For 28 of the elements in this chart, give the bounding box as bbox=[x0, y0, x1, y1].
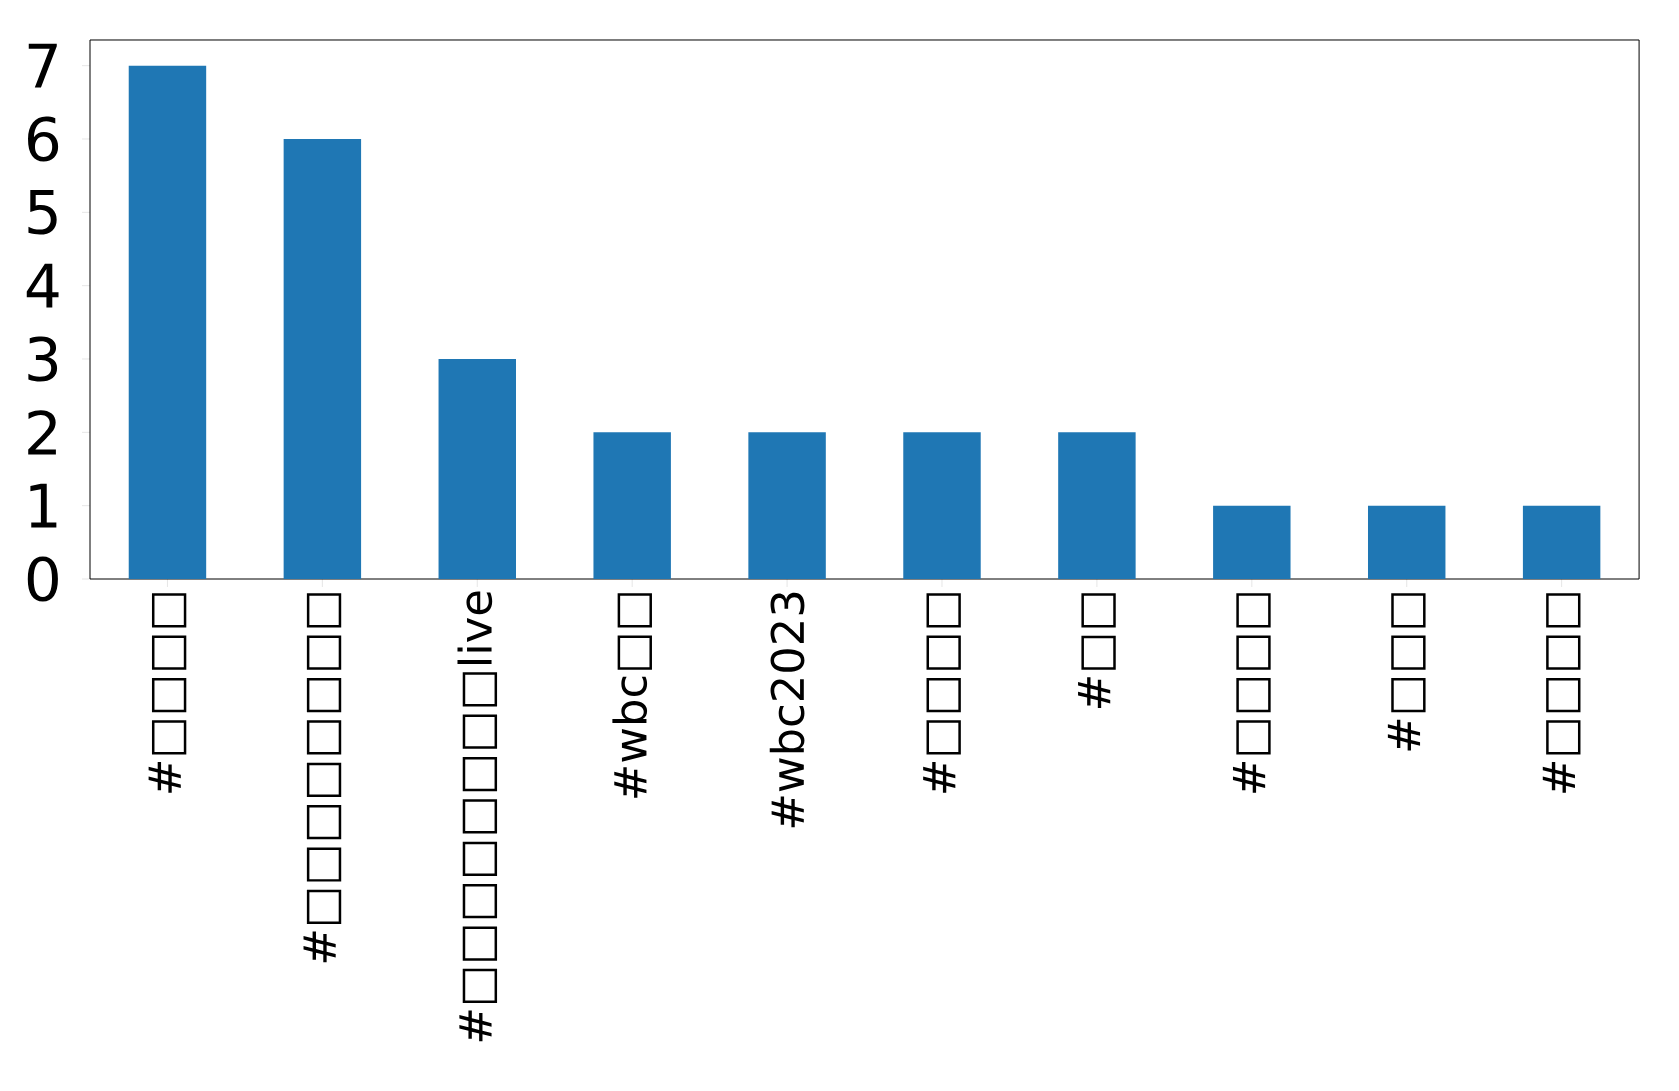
bar bbox=[438, 359, 516, 579]
x-tick-label: #□□□□ bbox=[1542, 593, 1581, 793]
x-tick-label: #□□□□ bbox=[1232, 593, 1271, 793]
x-tick-label: #□□□ bbox=[1387, 593, 1426, 751]
y-tick-label: 6 bbox=[28, 116, 59, 162]
y-tick-label: 7 bbox=[28, 43, 57, 88]
bar bbox=[1058, 432, 1136, 579]
x-tick-label: #wbc□□ bbox=[612, 593, 652, 798]
bar bbox=[128, 65, 207, 579]
bar bbox=[1213, 505, 1291, 579]
y-tick-label: 5 bbox=[28, 190, 57, 235]
y-tick-label: 4 bbox=[26, 263, 59, 308]
bar bbox=[1522, 505, 1601, 579]
bar bbox=[283, 138, 362, 579]
bar bbox=[1367, 505, 1446, 579]
x-tick-label: #□□ bbox=[1078, 593, 1116, 709]
x-tick-label: #wbc2023 bbox=[769, 592, 805, 828]
x-tick-label: #□□□□□□□□live bbox=[457, 591, 498, 1042]
bar bbox=[903, 432, 981, 579]
y-tick-label: 3 bbox=[28, 336, 58, 382]
x-tick-label: #□□□□ bbox=[923, 593, 961, 793]
y-tick-label: 1 bbox=[30, 483, 57, 528]
bar bbox=[748, 432, 826, 579]
x-tick-label: #□□□□□□□□ bbox=[303, 593, 342, 963]
y-tick-label: 2 bbox=[28, 410, 56, 455]
y-tick-label: 0 bbox=[27, 556, 58, 602]
bar bbox=[593, 432, 671, 579]
x-tick-label: #□□□□ bbox=[148, 593, 187, 793]
